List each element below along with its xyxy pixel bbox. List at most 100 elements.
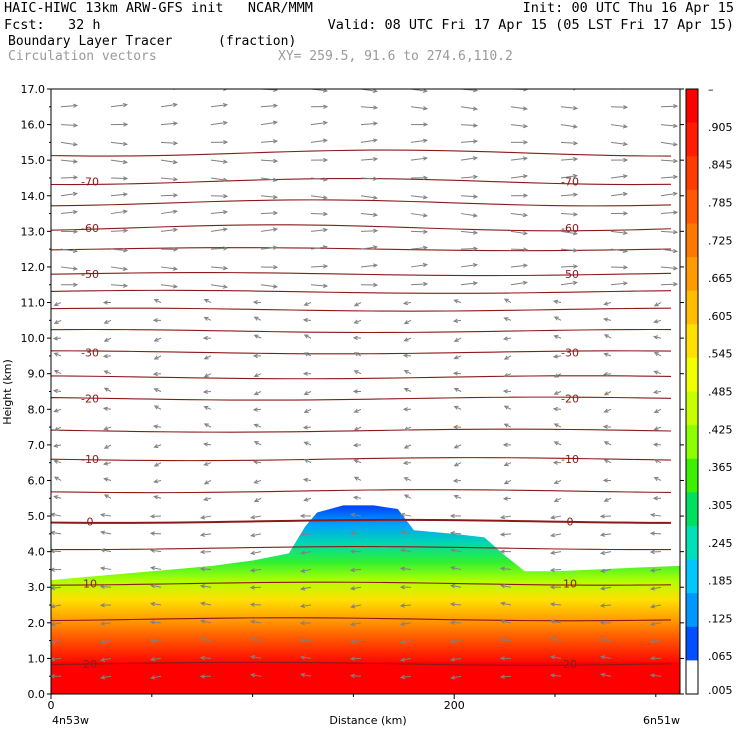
vector-shaft <box>451 603 462 606</box>
vector-shaft <box>160 141 178 144</box>
vector-head <box>422 106 429 111</box>
vector-shaft <box>204 480 212 485</box>
circulation-vector <box>602 478 612 483</box>
vector-shaft <box>104 337 112 342</box>
circulation-vector <box>510 123 529 129</box>
vector-head <box>423 229 429 234</box>
isotherm-line <box>51 581 672 586</box>
vector-head <box>622 191 628 197</box>
vector-head <box>73 229 79 234</box>
isotherm-line <box>51 457 672 462</box>
vector-head <box>249 585 255 590</box>
circulation-vector <box>453 405 462 410</box>
vector-head <box>453 405 459 410</box>
vector-shaft <box>551 656 562 659</box>
vector-shaft <box>110 141 127 145</box>
vector-shaft <box>304 458 312 464</box>
vector-shaft <box>554 441 562 446</box>
vector-head <box>652 389 659 395</box>
circulation-vector <box>260 177 278 182</box>
vector-head <box>199 674 205 679</box>
vector-head <box>299 532 305 537</box>
vector-head <box>273 139 279 144</box>
isotherm-line <box>51 350 672 355</box>
circulation-vector <box>553 373 562 378</box>
vector-head <box>203 373 209 378</box>
vector-head <box>422 213 428 218</box>
circulation-vector <box>410 106 429 111</box>
vector-shaft <box>204 299 212 303</box>
vector-head <box>650 586 656 591</box>
circulation-vector <box>403 337 412 342</box>
circulation-vector <box>453 387 462 392</box>
circulation-vector <box>252 353 262 359</box>
vector-head <box>603 334 609 339</box>
circulation-vector <box>150 566 162 571</box>
circulation-vector <box>300 586 312 591</box>
vector-head <box>349 549 355 554</box>
vector-shaft <box>360 177 378 180</box>
vector-head <box>402 407 408 412</box>
circulation-vector <box>210 227 228 232</box>
vector-shaft <box>200 657 212 659</box>
circulation-vector <box>552 406 562 412</box>
vector-shaft <box>454 444 462 449</box>
vector-head <box>352 335 358 341</box>
vector-shaft <box>454 355 462 359</box>
circulation-vector <box>503 298 512 303</box>
vector-shaft <box>260 121 277 126</box>
circulation-vector <box>250 654 262 660</box>
vector-head <box>422 262 428 268</box>
vector-head <box>53 443 59 448</box>
vector-shaft <box>260 246 277 250</box>
vector-shaft <box>360 264 377 268</box>
vector-shaft <box>160 229 177 232</box>
circulation-vector <box>502 389 512 394</box>
circulation-vector <box>403 444 412 449</box>
vector-head <box>499 532 505 537</box>
circulation-vector <box>653 459 662 464</box>
circulation-vector <box>610 211 629 216</box>
vector-shaft <box>554 497 562 502</box>
vector-head <box>272 245 279 250</box>
circulation-vector <box>250 533 262 538</box>
vector-head <box>622 230 629 236</box>
vector-shaft <box>554 335 562 339</box>
vector-shaft <box>60 124 78 127</box>
vector-head <box>122 209 128 214</box>
circulation-vector <box>153 405 162 410</box>
vector-shaft <box>304 497 312 501</box>
circulation-vector <box>550 655 562 660</box>
circulation-vector <box>153 479 162 484</box>
vector-shaft <box>360 139 377 143</box>
vector-head <box>522 156 529 161</box>
vector-head <box>572 124 578 129</box>
isotherm-label: 20 <box>83 658 97 671</box>
vector-head <box>403 388 409 393</box>
vector-shaft <box>551 638 562 642</box>
x-end-label-left: 4n53w <box>52 714 89 727</box>
vector-head <box>453 355 459 360</box>
circulation-vector <box>603 408 612 413</box>
vector-head <box>649 673 655 678</box>
vector-head <box>603 459 609 464</box>
vector-shaft <box>560 265 578 268</box>
circulation-vector <box>100 657 112 662</box>
colorbar-swatch <box>686 492 698 527</box>
circulation-vector <box>160 209 178 215</box>
circulation-vector <box>660 229 679 235</box>
vector-head <box>499 514 506 520</box>
y-tick-label: 8.0 <box>28 403 46 416</box>
vector-head <box>53 408 59 413</box>
vector-shaft <box>210 195 228 197</box>
circulation-vector <box>561 89 577 91</box>
vector-shaft <box>601 673 612 677</box>
circulation-vector <box>110 141 129 147</box>
colorbar: – .905 .845 .785 .725 .665 .605 .545 .485 .425 .36… <box>685 83 733 697</box>
circulation-vector <box>460 106 478 111</box>
vector-head <box>502 496 508 501</box>
y-tick-label: 11.0 <box>21 297 46 310</box>
vector-head <box>522 106 528 111</box>
circulation-vector <box>303 408 312 413</box>
vector-head <box>322 120 329 126</box>
